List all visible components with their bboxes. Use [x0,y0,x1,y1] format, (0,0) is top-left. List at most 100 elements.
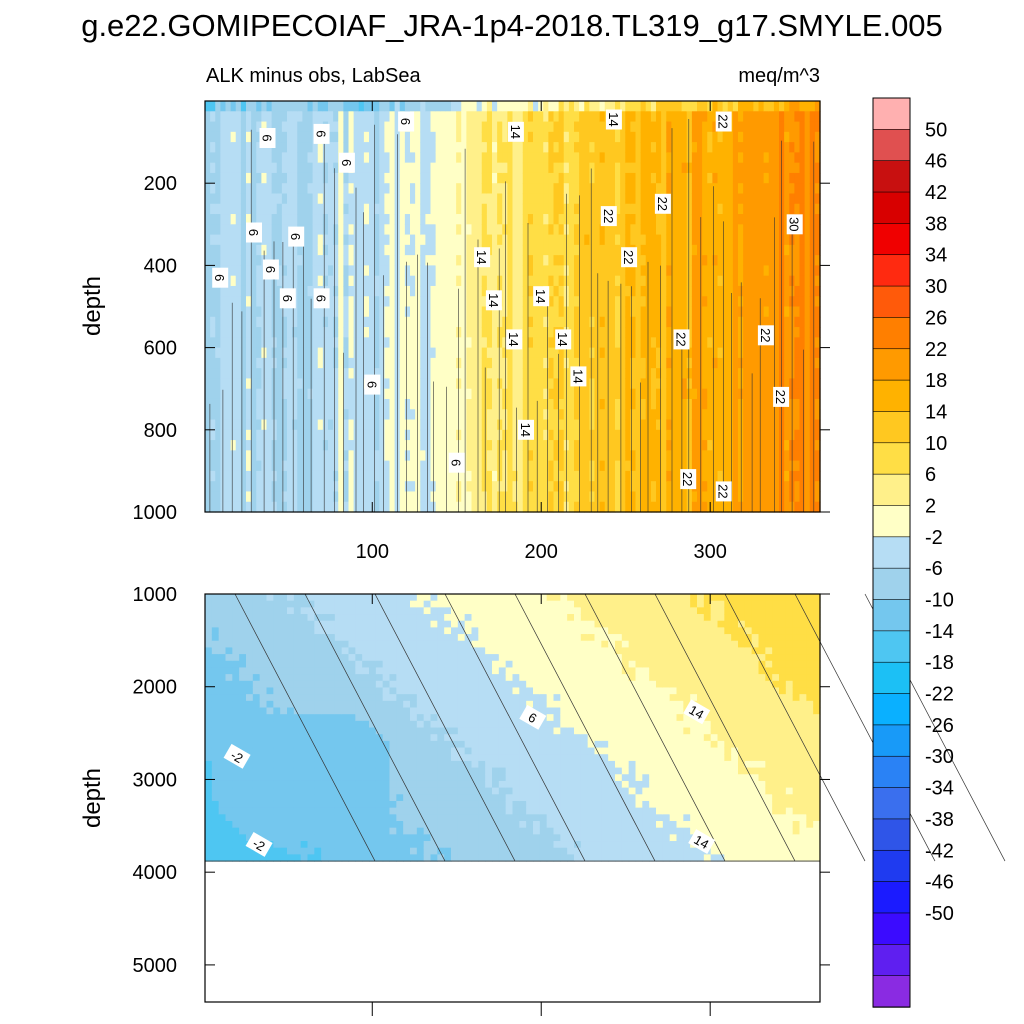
upper-cell [363,460,370,472]
upper-cell [656,234,662,246]
upper-cell [625,378,631,390]
upper-cell [738,131,744,143]
upper-cell [599,224,606,236]
upper-cell [661,152,667,164]
upper-cell [666,285,672,297]
upper-cell [302,152,309,164]
upper-cell [640,214,647,225]
upper-cell [302,296,309,308]
upper-cell [420,470,426,482]
upper-cell [773,327,780,338]
upper-cell [210,244,216,256]
upper-cell [389,142,396,153]
upper-cell [338,255,344,267]
upper-cell [338,409,344,421]
upper-cell [445,491,452,503]
upper-cell [799,183,806,195]
upper-cell [451,398,457,410]
upper-cell [399,183,406,195]
upper-cell [594,203,601,215]
upper-cell [609,327,616,338]
upper-cell [230,244,237,256]
upper-cell [686,419,693,431]
upper-cell [702,481,708,493]
upper-cell [814,101,821,112]
upper-cell [363,183,370,195]
upper-cell [302,265,309,277]
upper-cell [481,347,488,359]
upper-cell [599,162,606,174]
upper-cell [574,101,580,112]
upper-cell [527,131,534,143]
upper-cell [686,368,693,380]
upper-cell [533,224,539,236]
upper-cell [814,142,821,153]
upper-cell [317,347,324,359]
upper-cell [322,398,329,410]
upper-cell [276,378,283,390]
upper-cell [507,234,514,246]
upper-cell [804,193,811,205]
upper-cell [369,193,375,205]
upper-cell [225,501,232,513]
upper-cell [404,131,411,143]
upper-cell [671,316,678,328]
upper-cell [497,111,503,123]
upper-cell [317,378,324,390]
upper-cell [276,450,283,462]
upper-cell [763,142,770,153]
upper-cell [410,378,416,390]
upper-cell [650,429,657,441]
upper-cell [722,101,729,112]
upper-cell [697,111,703,123]
upper-cell [784,460,790,472]
upper-cell [722,162,729,174]
upper-cell [410,337,416,349]
upper-cell [666,378,672,390]
upper-cell [343,409,350,421]
upper-cell [784,419,790,431]
upper-cell [456,347,462,359]
upper-cell [292,101,298,112]
upper-cell [492,491,498,503]
upper-cell [471,142,478,153]
upper-cell [240,142,247,153]
upper-cell [266,101,273,112]
upper-cell [328,460,334,472]
upper-cell [533,162,539,174]
upper-cell [235,131,242,143]
upper-cell [287,450,293,462]
upper-cell [415,450,421,462]
upper-cell [574,450,580,462]
upper-cell [297,347,303,359]
upper-cell [507,275,514,287]
upper-cell [625,152,631,164]
upper-cell [389,224,396,236]
upper-cell [594,183,601,195]
upper-cell [548,183,555,195]
upper-cell [343,388,350,400]
upper-cell [307,203,314,215]
upper-cell [358,347,365,359]
upper-cell [466,491,473,503]
upper-cell [661,388,667,400]
upper-cell [497,214,503,225]
upper-cell [784,357,790,369]
upper-cell [435,296,442,308]
upper-cell [379,111,385,123]
upper-cell [533,183,539,195]
upper-cell [210,234,216,246]
upper-cell [809,337,816,349]
upper-cell [410,255,416,267]
upper-cell [563,101,570,112]
upper-cell [420,450,426,462]
upper-cell [768,183,775,195]
upper-cell [404,316,411,328]
upper-cell [486,481,493,493]
upper-cell [333,193,339,205]
upper-cell [712,101,719,112]
upper-cell [230,285,237,297]
upper-cell [276,440,283,451]
upper-cell [656,398,662,410]
